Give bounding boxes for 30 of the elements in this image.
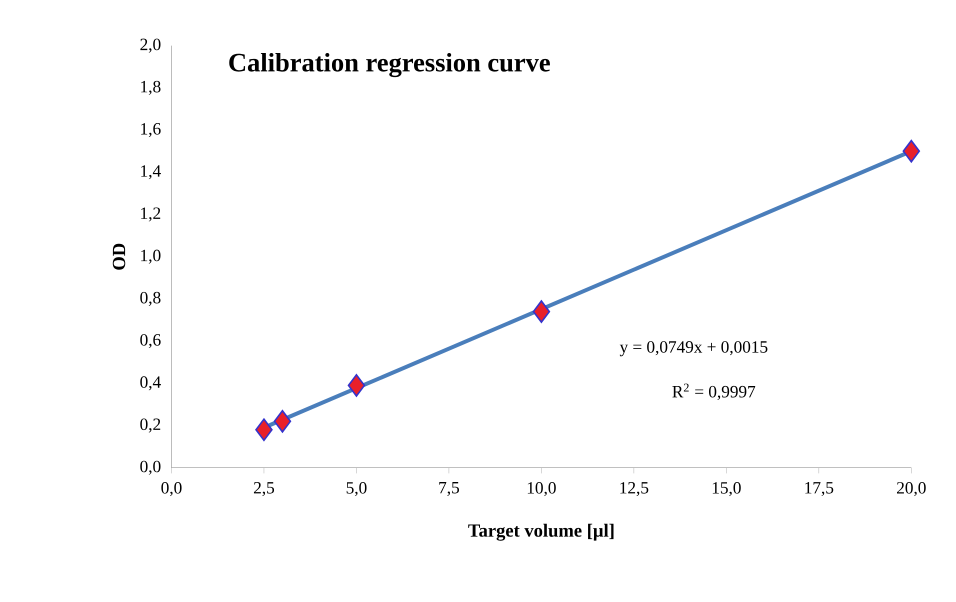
x-axis-title: Target volume [µl] xyxy=(468,524,614,541)
point xyxy=(255,418,273,442)
x-tick-label: 2,5 xyxy=(254,482,274,496)
y-tick-label: 1,2 xyxy=(141,208,160,222)
x-tick-label: 0,0 xyxy=(161,482,182,496)
chart-title: Calibration regression curve xyxy=(229,53,550,78)
x-tick-label: 12,5 xyxy=(620,482,648,496)
y-tick-label: 0,0 xyxy=(140,460,160,475)
y-tick-label: 2,0 xyxy=(140,38,160,53)
y-tick-label: 0,2 xyxy=(140,418,160,433)
x-tick-label: 20,0 xyxy=(897,482,926,496)
y-tick-label: 0,6 xyxy=(140,334,161,348)
y-tick-label: 0,8 xyxy=(140,292,160,306)
point xyxy=(274,410,292,433)
point xyxy=(532,300,550,324)
annotation: R$^{2}$ = 0,9997 xyxy=(672,384,756,400)
x-tick-label: 15,0 xyxy=(712,482,741,496)
y-tick-label: 1,6 xyxy=(141,123,161,138)
y-axis-title: OD xyxy=(112,244,126,270)
y-tick-label: 0,4 xyxy=(140,376,161,390)
point xyxy=(348,374,366,397)
x-tick-label: 10,0 xyxy=(528,482,556,496)
y-tick-label: 1,8 xyxy=(141,80,160,96)
annotation: y = 0,0749x + 0,0015 xyxy=(620,341,768,356)
point xyxy=(902,140,920,163)
x-tick-label: 7,5 xyxy=(439,482,459,496)
y-tick-label: 1,0 xyxy=(141,250,160,264)
y-tick-label: 1,4 xyxy=(141,165,161,180)
x-tick-label: 17,5 xyxy=(805,482,834,496)
x-tick-label: 5,0 xyxy=(346,482,367,496)
